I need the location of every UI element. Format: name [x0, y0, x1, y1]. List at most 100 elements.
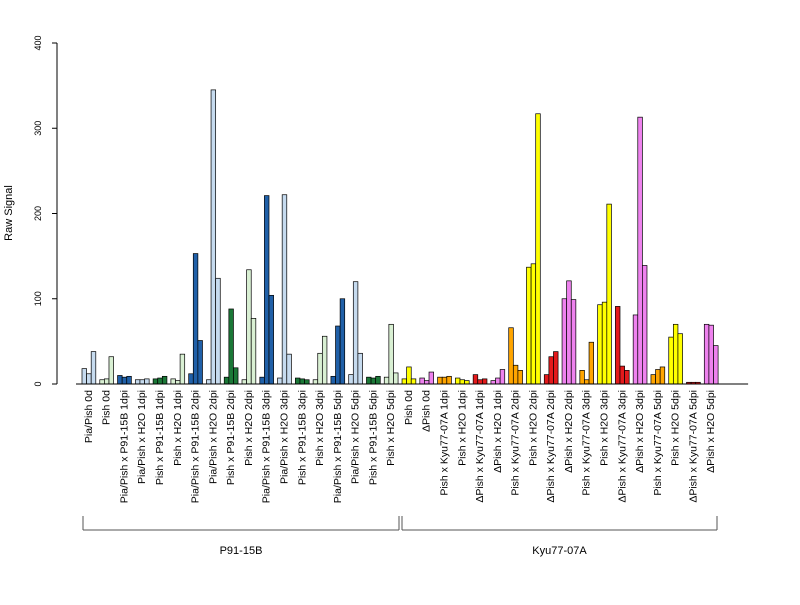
bar [553, 351, 559, 385]
bar [512, 364, 519, 385]
x-tick-label: Pia/Pish x H2O 2dpi [207, 390, 219, 484]
bar [517, 370, 523, 385]
x-tick-label: Pia/Pish x H2O 3dpi [278, 390, 290, 484]
bar [330, 375, 336, 385]
bar [383, 376, 390, 385]
bar [215, 277, 221, 385]
bar [428, 371, 434, 385]
bar [312, 379, 319, 385]
x-tick-label: Pish 0d [403, 390, 415, 425]
x-tick-label: Pia/Pish x H2O 1dpi [136, 390, 148, 484]
bar [250, 318, 257, 385]
x-tick-label: ΔPish x H2O 3dpi [634, 390, 646, 473]
bar [668, 336, 674, 385]
bar [624, 370, 630, 385]
bar [499, 369, 506, 385]
x-tick-label: Pish x P91-15B 5dpi [367, 390, 379, 485]
bar [548, 356, 554, 385]
x-tick-label: ΔPish x H2O 5dpi [705, 390, 717, 473]
bar [335, 325, 341, 385]
x-tick-label: Pish 0d [101, 390, 113, 425]
group-label: P91-15B [220, 545, 263, 557]
x-tick-label: ΔPish x Kyu77-07A 5dpi [687, 390, 699, 503]
bar [393, 372, 399, 385]
bar [659, 366, 666, 385]
x-tick-label: Pish x P91-15B 1dpi [154, 390, 166, 485]
x-tick-label: Pish x P91-15B 3dpi [296, 390, 308, 485]
x-tick-label: Pia/Pish x P91-15B 3dpi [261, 390, 273, 503]
x-tick-label: Pish x H2O 1dpi [172, 390, 184, 466]
bar [108, 356, 114, 385]
bar [233, 367, 239, 385]
bar [339, 298, 346, 385]
bar [632, 314, 639, 385]
bar [477, 379, 483, 385]
bar [170, 378, 176, 385]
bar [210, 89, 217, 385]
bar [206, 379, 212, 385]
bar [482, 378, 488, 385]
x-tick-label: Pish x P91-15B 2dpi [225, 390, 237, 485]
bar [268, 294, 274, 385]
bar [277, 377, 283, 385]
bar [286, 353, 292, 385]
bar [672, 323, 679, 385]
bar [401, 378, 407, 385]
bar [281, 194, 288, 385]
bar [561, 298, 568, 385]
y-tick-label: 300 [33, 121, 43, 136]
bar [437, 376, 443, 385]
bar [455, 377, 461, 385]
x-tick-label: ΔPish x Kyu77-07A 1dpi [474, 390, 486, 503]
x-tick-label: Pish x H2O 1dpi [456, 390, 468, 466]
bar [606, 203, 612, 385]
x-tick-label: ΔPish 0d [421, 390, 433, 432]
bar [179, 353, 186, 385]
bar [228, 308, 234, 385]
x-tick-label: Pia/Pish x P91-15B 2dpi [190, 390, 202, 503]
y-tick-label: 100 [33, 291, 43, 306]
bar [295, 377, 301, 385]
bar [197, 340, 203, 385]
bar [424, 380, 430, 385]
x-tick-label: Pish x H2O 2dpi [527, 390, 539, 466]
bar [459, 379, 465, 385]
bar [161, 375, 168, 385]
bar [366, 376, 372, 385]
bar [677, 333, 683, 385]
bar [104, 378, 110, 385]
bar [126, 375, 132, 385]
bar [615, 306, 621, 385]
bar [655, 369, 661, 385]
bar [406, 366, 412, 385]
bar [370, 377, 377, 385]
bar [241, 379, 247, 385]
bar [619, 365, 625, 385]
bar [357, 352, 363, 385]
bar [535, 113, 541, 385]
group-brackets: P91-15B Kyu77-07A [82, 516, 718, 557]
bar [317, 352, 323, 385]
bar [388, 323, 394, 385]
bar [304, 379, 310, 385]
y-axis-title: Raw Signal [3, 185, 15, 241]
bar [642, 265, 648, 385]
x-tick-label: Pish x Kyu77-07A 5dpi [652, 390, 664, 496]
bar [472, 374, 479, 385]
bar [490, 380, 496, 385]
bar [121, 376, 128, 385]
y-tick-label: 200 [33, 206, 43, 221]
bar [570, 299, 577, 385]
group-label: Kyu77-07A [532, 545, 587, 557]
x-tick-label: ΔPish x H2O 1dpi [492, 390, 504, 473]
bar [157, 377, 163, 385]
bar [703, 323, 710, 385]
x-tick-label: Pish x H2O 2dpi [243, 390, 255, 466]
y-axis: 0 100 200 300 400 [33, 35, 58, 387]
bar [410, 378, 417, 385]
bar [419, 377, 425, 385]
bar [144, 378, 150, 385]
bar [446, 375, 452, 385]
